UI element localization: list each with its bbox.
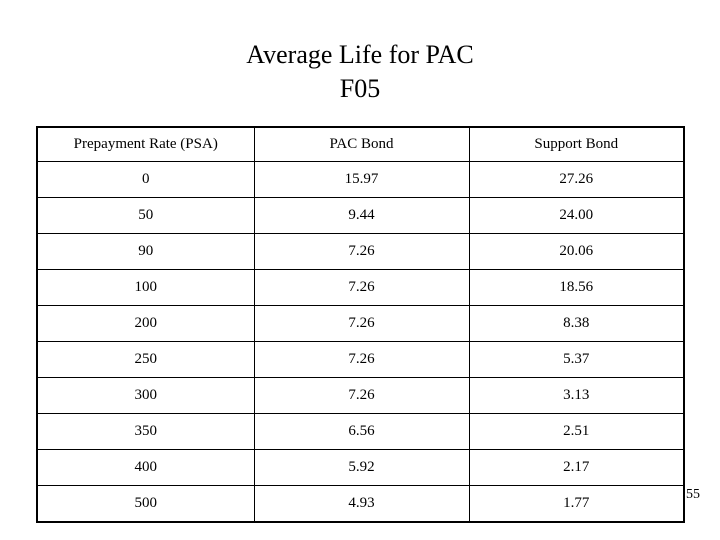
pac-bond-cell: 7.26	[253, 377, 470, 414]
table-row: 350 6.56 2.51	[36, 413, 685, 450]
pac-bond-cell: 5.92	[253, 449, 470, 486]
pac-bond-cell: 7.26	[253, 305, 470, 342]
slide-title: Average Life for PAC F05	[0, 38, 720, 106]
support-bond-cell: 3.13	[468, 377, 685, 414]
psa-cell: 400	[36, 449, 255, 486]
slide-title-line1: Average Life for PAC	[246, 40, 474, 69]
psa-cell: 100	[36, 269, 255, 306]
support-bond-cell: 8.38	[468, 305, 685, 342]
table-header-row: Prepayment Rate (PSA) PAC Bond Support B…	[36, 126, 685, 162]
support-bond-cell: 20.06	[468, 233, 685, 270]
pac-bond-cell: 15.97	[253, 161, 470, 198]
table-row: 250 7.26 5.37	[36, 341, 685, 378]
table-row: 50 9.44 24.00	[36, 197, 685, 234]
psa-cell: 200	[36, 305, 255, 342]
average-life-table: Prepayment Rate (PSA) PAC Bond Support B…	[36, 126, 685, 523]
support-bond-cell: 18.56	[468, 269, 685, 306]
psa-cell: 250	[36, 341, 255, 378]
support-bond-cell: 1.77	[468, 485, 685, 523]
table-row: 500 4.93 1.77	[36, 485, 685, 523]
slide-page-number: 55	[686, 487, 700, 502]
psa-cell: 500	[36, 485, 255, 523]
support-bond-cell: 2.17	[468, 449, 685, 486]
pac-bond-cell: 9.44	[253, 197, 470, 234]
pac-bond-cell: 4.93	[253, 485, 470, 523]
psa-cell: 0	[36, 161, 255, 198]
support-bond-cell: 24.00	[468, 197, 685, 234]
psa-cell: 350	[36, 413, 255, 450]
table-row: 300 7.26 3.13	[36, 377, 685, 414]
pac-bond-cell: 7.26	[253, 269, 470, 306]
table-row: 100 7.26 18.56	[36, 269, 685, 306]
table-row: 0 15.97 27.26	[36, 161, 685, 198]
column-header-prepayment-rate: Prepayment Rate (PSA)	[36, 126, 255, 162]
column-header-support-bond: Support Bond	[468, 126, 685, 162]
table-row: 90 7.26 20.06	[36, 233, 685, 270]
support-bond-cell: 27.26	[468, 161, 685, 198]
slide-title-line2: F05	[339, 74, 381, 103]
pac-bond-cell: 6.56	[253, 413, 470, 450]
table-row: 400 5.92 2.17	[36, 449, 685, 486]
psa-cell: 300	[36, 377, 255, 414]
table-row: 200 7.26 8.38	[36, 305, 685, 342]
support-bond-cell: 2.51	[468, 413, 685, 450]
column-header-pac-bond: PAC Bond	[253, 126, 470, 162]
support-bond-cell: 5.37	[468, 341, 685, 378]
pac-bond-cell: 7.26	[253, 233, 470, 270]
pac-bond-cell: 7.26	[253, 341, 470, 378]
psa-cell: 90	[36, 233, 255, 270]
psa-cell: 50	[36, 197, 255, 234]
